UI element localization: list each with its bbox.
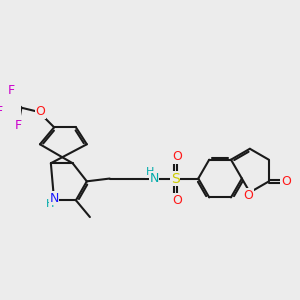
Text: S: S	[171, 172, 180, 185]
Text: H: H	[146, 167, 154, 177]
Text: H: H	[46, 199, 54, 208]
Text: O: O	[244, 189, 254, 202]
Text: F: F	[15, 118, 22, 131]
Text: F: F	[7, 84, 14, 97]
Text: O: O	[35, 105, 45, 119]
Text: F: F	[0, 105, 3, 119]
Text: N: N	[50, 192, 59, 205]
Text: O: O	[172, 194, 182, 207]
Text: N: N	[149, 172, 159, 185]
Text: O: O	[172, 150, 182, 163]
Text: O: O	[281, 175, 291, 188]
